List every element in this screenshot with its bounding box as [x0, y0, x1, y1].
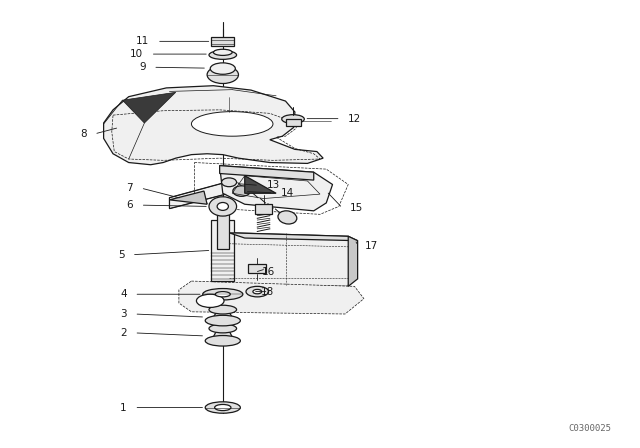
Polygon shape — [122, 92, 176, 123]
Ellipse shape — [233, 186, 250, 196]
Ellipse shape — [205, 315, 241, 326]
Text: 5: 5 — [118, 250, 124, 260]
Text: 4: 4 — [120, 289, 127, 299]
Polygon shape — [212, 331, 233, 338]
Text: C0300025: C0300025 — [569, 423, 612, 433]
Ellipse shape — [205, 402, 241, 413]
Polygon shape — [220, 166, 314, 180]
Bar — [285, 119, 301, 126]
Text: 18: 18 — [260, 287, 274, 297]
Text: 6: 6 — [127, 200, 133, 210]
Ellipse shape — [191, 112, 273, 136]
Ellipse shape — [205, 336, 241, 346]
Bar — [211, 37, 234, 46]
Bar — [216, 214, 229, 250]
Text: 11: 11 — [136, 36, 149, 46]
Text: 13: 13 — [267, 181, 280, 190]
Bar — [211, 220, 234, 281]
Ellipse shape — [214, 405, 231, 410]
Ellipse shape — [217, 202, 228, 211]
Text: 12: 12 — [348, 114, 362, 124]
Ellipse shape — [209, 305, 237, 314]
Ellipse shape — [278, 211, 297, 224]
Text: 15: 15 — [350, 203, 364, 213]
Ellipse shape — [196, 294, 224, 307]
Polygon shape — [170, 182, 226, 209]
Ellipse shape — [221, 178, 237, 187]
Text: 9: 9 — [139, 62, 146, 72]
Polygon shape — [170, 191, 207, 204]
Ellipse shape — [203, 289, 243, 300]
Polygon shape — [104, 86, 323, 165]
Text: 2: 2 — [120, 328, 127, 338]
Ellipse shape — [209, 197, 237, 216]
Text: 17: 17 — [365, 241, 378, 251]
Polygon shape — [220, 166, 333, 211]
Bar — [255, 204, 273, 214]
Polygon shape — [212, 312, 233, 318]
Ellipse shape — [210, 63, 236, 74]
Ellipse shape — [207, 66, 239, 83]
Ellipse shape — [213, 49, 232, 56]
Polygon shape — [229, 233, 358, 241]
Polygon shape — [348, 236, 358, 286]
Ellipse shape — [282, 115, 305, 124]
Ellipse shape — [246, 286, 269, 297]
Ellipse shape — [209, 51, 237, 59]
Ellipse shape — [215, 292, 230, 297]
Polygon shape — [179, 281, 364, 314]
Text: 3: 3 — [120, 309, 127, 319]
Text: 1: 1 — [120, 402, 127, 413]
Text: 7: 7 — [127, 183, 133, 193]
Polygon shape — [244, 176, 276, 193]
Ellipse shape — [209, 324, 237, 333]
Text: 10: 10 — [130, 49, 143, 59]
Text: 14: 14 — [281, 188, 294, 198]
Text: 16: 16 — [262, 267, 276, 277]
Polygon shape — [220, 233, 355, 286]
Text: 8: 8 — [80, 129, 86, 139]
Bar — [248, 264, 266, 273]
Ellipse shape — [253, 289, 262, 294]
